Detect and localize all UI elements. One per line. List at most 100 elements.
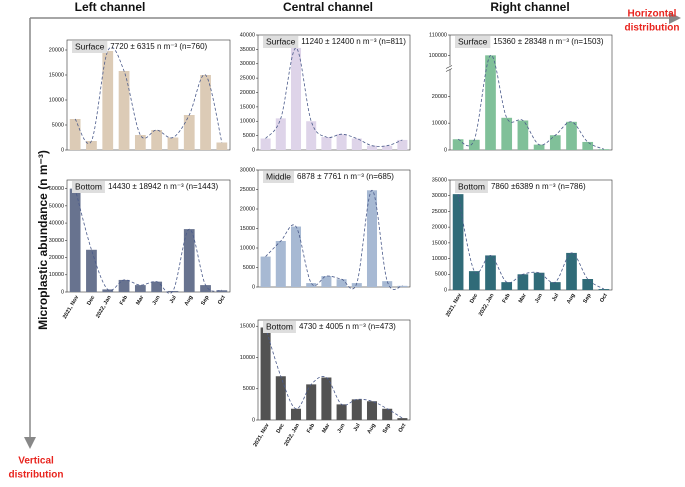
label-box (72, 181, 105, 193)
y-tick-label: 40000 (49, 221, 64, 227)
y-tick-label: 60000 (49, 186, 64, 192)
y-tick-label: 5000 (243, 386, 255, 392)
stats: 15360 ± 28348 n m⁻³ (n=1503) (493, 37, 604, 46)
series-label: Bottom (75, 181, 102, 191)
bar (306, 384, 317, 420)
y-tick-label: 10000 (240, 119, 255, 125)
panel: 0 10000 20000 100000 110000 Surface 15360 ± 28… (429, 32, 613, 153)
x-tick-label: Oct (398, 423, 408, 434)
y-tick-label: 15000 (240, 324, 255, 330)
x-tick-label: Dec (86, 295, 96, 307)
bar (566, 121, 577, 150)
bar (582, 279, 594, 290)
heading: Right channel (490, 0, 569, 14)
trend-line (265, 47, 403, 147)
bar (86, 141, 97, 150)
y-tick-label: 0 (61, 289, 64, 295)
bar (134, 135, 146, 150)
y-tick-label: 20000 (240, 90, 255, 96)
y-tick-label: 35000 (432, 177, 447, 183)
bar (468, 271, 480, 290)
y-tick-label: 5000 (435, 272, 447, 278)
bar (69, 119, 81, 150)
x-tick-label: Feb (502, 292, 512, 304)
bar (200, 285, 211, 292)
series-label: Surface (266, 36, 296, 46)
x-tick-label: 2021, Nov (62, 294, 81, 320)
x-tick-label: Feb (306, 422, 316, 434)
bar (183, 115, 195, 150)
bar (306, 283, 317, 287)
bar (260, 327, 271, 420)
bar (306, 121, 317, 150)
plot-frame (66, 39, 231, 151)
bar (290, 226, 302, 287)
y-tick-label: 10000 (432, 256, 447, 262)
trend-line (74, 46, 223, 144)
bar (102, 289, 114, 292)
bar (336, 404, 347, 420)
y-tick-label: 20000 (49, 255, 64, 261)
bar (167, 137, 179, 150)
x-tick-label: Jun (337, 422, 347, 434)
bar (275, 240, 286, 287)
panel: 0 5000 10000 15000 20000 25000 30000 Middle 6878… (240, 167, 411, 290)
y-tick-label: 30000 (432, 193, 447, 199)
bar (397, 139, 408, 150)
y-tick-label: 20000 (432, 94, 447, 100)
series-label: Middle (266, 171, 291, 181)
bar (397, 285, 408, 287)
x-tick-label: Feb (119, 294, 129, 306)
y-tick-label: 30000 (49, 238, 64, 244)
x-tick-label: Mar (518, 292, 529, 304)
y-tick-label: 15000 (432, 240, 447, 246)
x-tick-label: Dec (276, 423, 286, 435)
bar (533, 144, 545, 150)
x-tick-label: Dec (469, 293, 479, 305)
label-box (263, 36, 299, 48)
heading: Left channel (75, 0, 146, 14)
x-tick-label: Mar (135, 294, 146, 306)
bar (397, 418, 408, 420)
trend-line (457, 194, 605, 290)
bar (452, 139, 464, 150)
x-tick-label: Aug (184, 295, 195, 307)
bar (275, 118, 286, 150)
x-tick-label: 2022, Jan (95, 294, 113, 319)
stats: 4730 ± 4005 n m⁻³ (n=473) (299, 322, 396, 331)
y-tick-label: 15000 (240, 226, 255, 232)
y-tick-label: 0 (61, 147, 64, 153)
bar (351, 399, 362, 420)
x-tick-label: Jun (152, 294, 162, 306)
bar (501, 117, 513, 150)
bar (566, 252, 577, 290)
x-tick-label: Sep (582, 292, 593, 304)
x-tick-label: Jun (534, 292, 544, 304)
y-tick-label: 20000 (49, 47, 64, 53)
bar (216, 142, 228, 150)
panel: 0 5000 10000 15000 20000 25000 30000 35000 40000… (240, 32, 411, 153)
horizontal-label: distribution (625, 23, 680, 34)
x-tick-label: Sep (200, 294, 211, 306)
trend-line (265, 327, 403, 419)
bar (321, 377, 332, 420)
y-tick-label: 0 (252, 284, 255, 290)
bar (452, 194, 464, 290)
bar (382, 408, 393, 420)
bar (260, 138, 271, 150)
bar (321, 276, 332, 287)
bar (336, 134, 347, 150)
x-tick-label: 2022, Jan (283, 422, 301, 447)
bar (290, 47, 302, 150)
x-tick-label: Jul (551, 292, 560, 302)
bar (598, 289, 610, 290)
y-tick-label: 50000 (49, 203, 64, 209)
series-label: Bottom (458, 181, 485, 191)
vertical-label: distribution (9, 470, 64, 481)
bar (366, 145, 378, 150)
y-tick-label: 110000 (429, 32, 447, 38)
stats: 6878 ± 7761 n m⁻³ (n=685) (297, 172, 394, 181)
bar (275, 376, 286, 420)
